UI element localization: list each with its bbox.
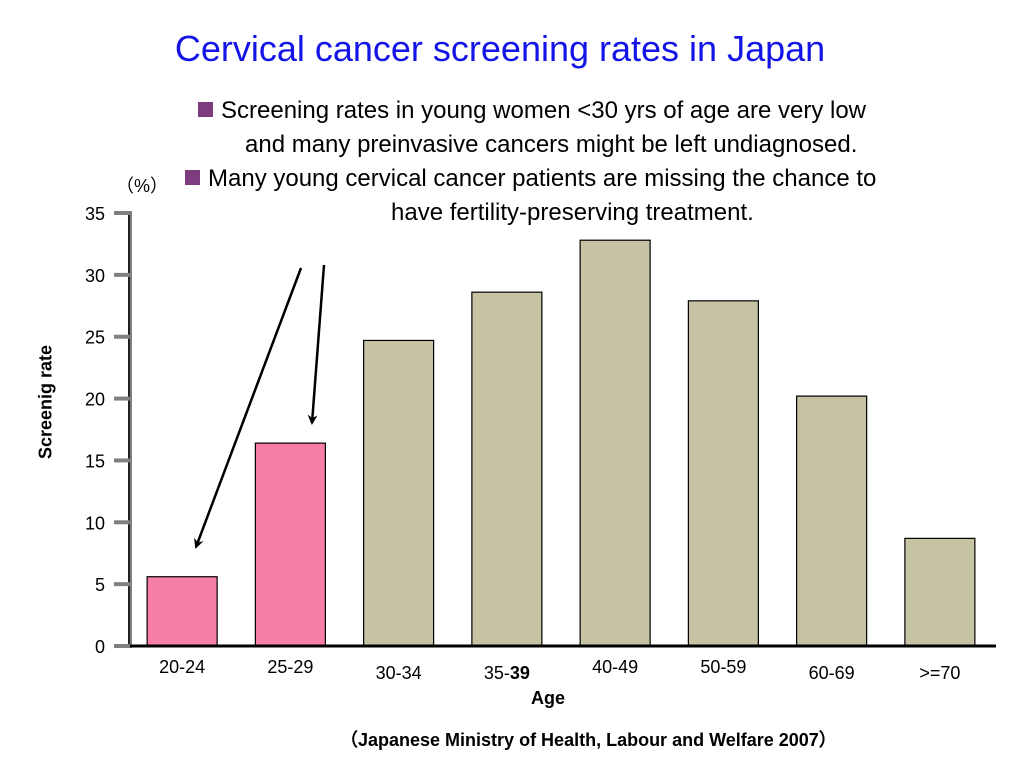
- y-tick-label: 10: [85, 513, 105, 533]
- labels-group: 20-24 25-29 30-34 35-39 40-49 50-59 60-69 >=70 0…: [85, 204, 960, 683]
- bar->=70: [904, 537, 976, 647]
- y-tick-label: 15: [85, 451, 105, 471]
- x-tick-label: 30-34: [376, 663, 422, 683]
- bar-50-59: [687, 300, 759, 647]
- bar-25-29: [254, 442, 326, 647]
- y-unit-label: （%）: [116, 176, 169, 196]
- bar-30-34: [363, 339, 435, 647]
- y-tick-label: 35: [85, 204, 105, 224]
- x-tick-label: 40-49: [592, 657, 638, 677]
- y-tick-label: 20: [85, 390, 105, 410]
- bar-20-24: [146, 576, 218, 647]
- bar-35-39: [471, 291, 543, 647]
- y-tick-label: 5: [95, 575, 105, 595]
- axes-group: [114, 211, 996, 648]
- arrow-to-20-24: [194, 267, 303, 549]
- bar-40-49: [579, 239, 651, 647]
- x-tick-label: 60-69: [809, 663, 855, 683]
- x-tick-label: 20-24: [159, 657, 205, 677]
- source-note: （Japanese Ministry of Health, Labour and…: [340, 730, 837, 750]
- x-tick-label: >=70: [919, 663, 960, 683]
- x-axis-label: Age: [531, 688, 566, 708]
- y-tick-label: 25: [85, 328, 105, 348]
- bar-60-69: [796, 395, 868, 647]
- x-tick-label: 35-39: [484, 663, 530, 683]
- bars-group: [146, 239, 976, 647]
- x-tick-label: 25-29: [267, 657, 313, 677]
- x-tick-label: 50-59: [700, 657, 746, 677]
- y-tick-label: 30: [85, 266, 105, 286]
- chart-title: Cervical cancer screening rates in Japan: [174, 28, 826, 69]
- arrow-to-25-29: [307, 264, 326, 425]
- y-tick-label: 0: [95, 637, 105, 657]
